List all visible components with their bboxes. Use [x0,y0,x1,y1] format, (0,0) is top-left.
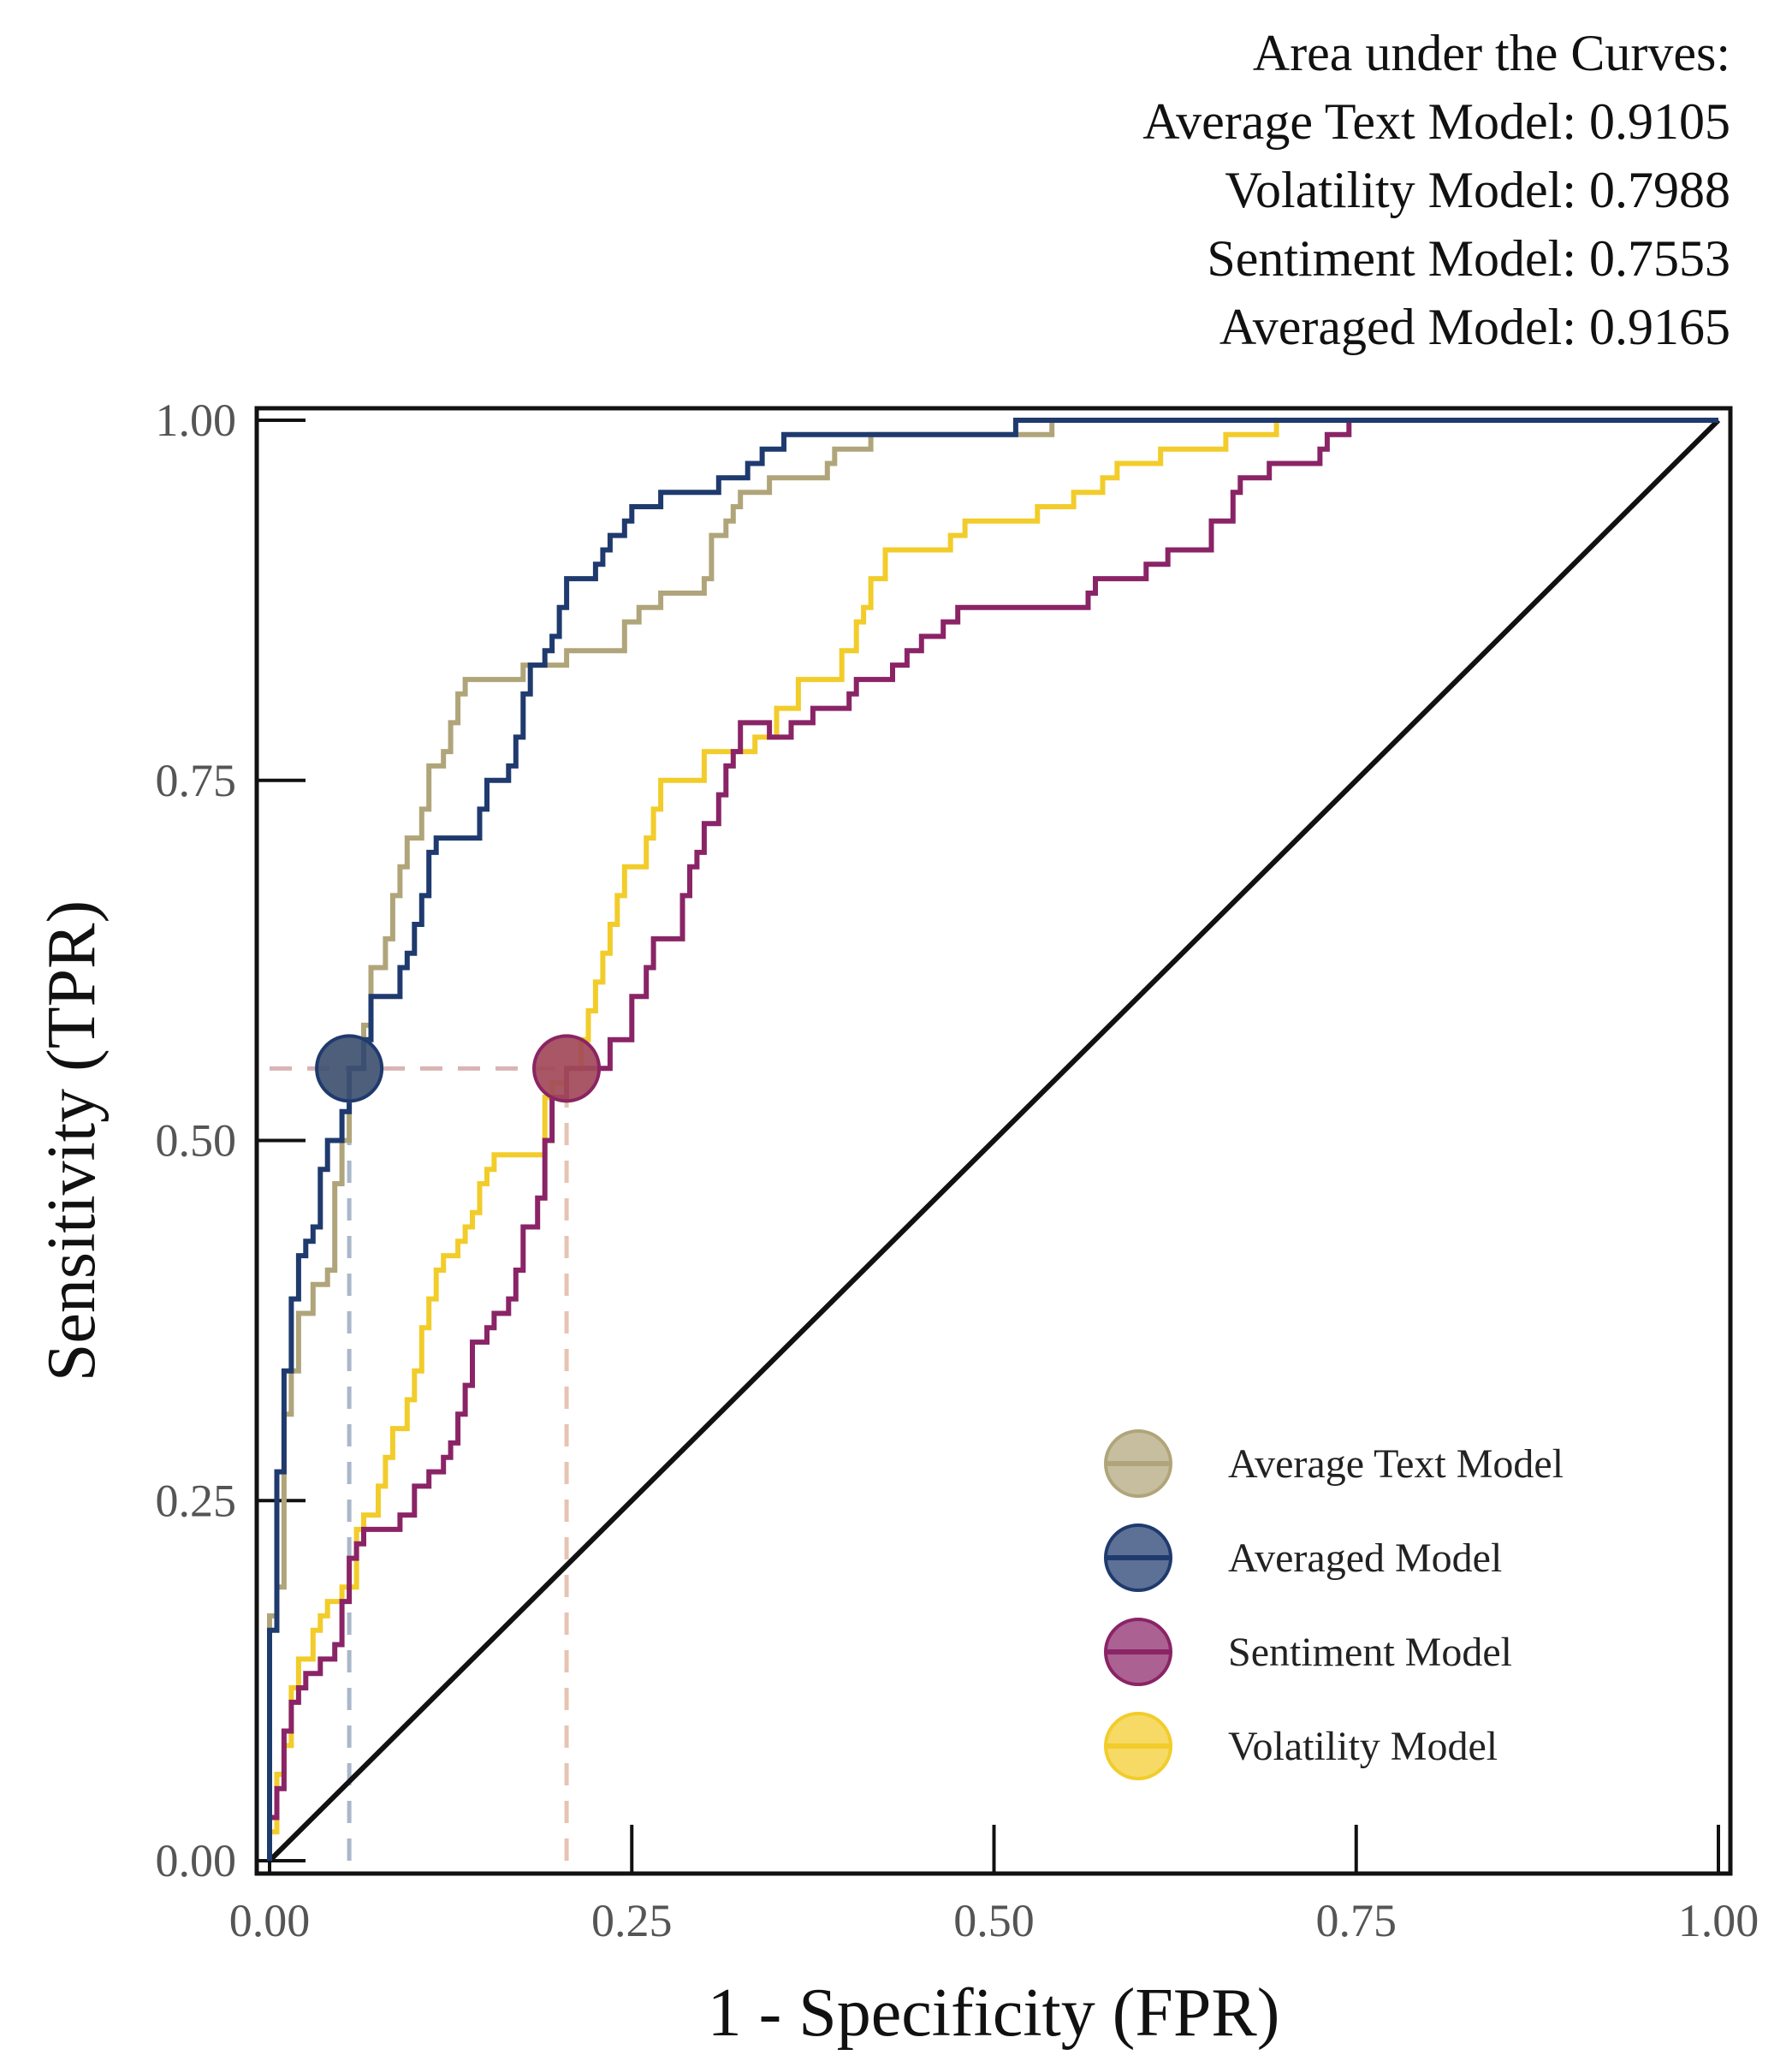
reference-diagonal [267,418,1721,1863]
auc-heading: Area under the Curves: [1253,25,1730,81]
x-tick-label-2: 0.50 [953,1895,1035,1946]
x-tick-label-1: 0.25 [591,1895,673,1946]
auc-volatility-model: Volatility Model: 0.7988 [1225,162,1730,218]
roc-line-sentiment-model [267,418,1718,1861]
auc-average-text-model: Average Text Model: 0.9105 [1142,93,1730,150]
legend-item-average-text-model: Average Text Model [1104,1429,1564,1498]
legend: Average Text Model Averaged Model Sentimen… [1104,1429,1564,1780]
roc-line-averaged-model [267,418,1718,1861]
guide-lines [270,1066,569,1861]
legend-item-sentiment-model: Sentiment Model [1104,1618,1512,1686]
chance-diagonal-line [267,418,1721,1863]
y-tick-label-0: 0.00 [156,1835,237,1886]
legend-label-average-text-model: Average Text Model [1228,1441,1564,1487]
legend-label-volatility-model: Volatility Model [1228,1724,1498,1769]
x-axis-title: 1 - Specificity (FPR) [708,1975,1280,2051]
auc-sentiment-model: Sentiment Model: 0.7553 [1207,230,1730,287]
legend-item-averaged-model: Averaged Model [1104,1523,1502,1592]
legend-label-sentiment-model: Sentiment Model [1228,1630,1512,1675]
x-tick-label-0: 0.00 [229,1895,311,1946]
x-tick-label-3: 0.75 [1316,1895,1397,1946]
legend-label-averaged-model: Averaged Model [1228,1535,1502,1581]
auc-annotation: Area under the Curves: Average Text Mode… [1142,25,1730,355]
auc-averaged-model: Averaged Model: 0.9165 [1219,299,1730,355]
axis-ticks: 0.00 0.25 0.50 0.75 1.00 0.00 0.25 0.50 0.75 1.00 [156,395,1759,1946]
y-tick-label-2: 0.50 [156,1115,237,1167]
x-tick-label-4: 1.00 [1678,1895,1759,1946]
roc-line-average-text-model [267,418,1718,1861]
y-tick-label-4: 1.00 [156,395,237,446]
marker-averaged-model [315,1034,384,1103]
threshold-markers [315,1034,602,1103]
marker-sentiment-model [532,1034,602,1103]
y-tick-label-3: 0.75 [156,755,237,806]
y-tick-label-1: 0.25 [156,1475,237,1526]
legend-item-volatility-model: Volatility Model [1104,1712,1498,1780]
y-axis-title: Sensitivity (TPR) [34,900,110,1381]
